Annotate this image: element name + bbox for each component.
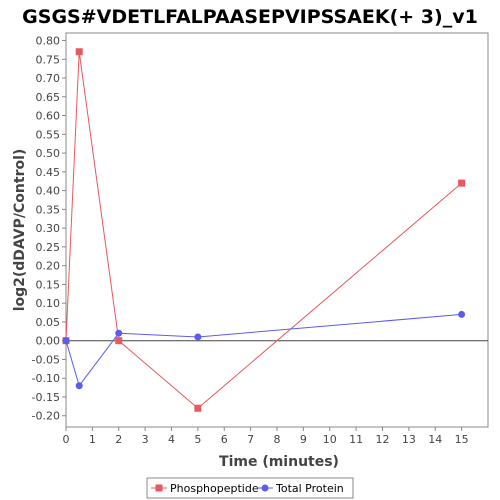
series-layer — [62, 48, 466, 412]
y-tick-label: 0.15 — [36, 278, 61, 291]
legend-items: Phosphopeptide Total Protein — [151, 482, 344, 495]
x-tick-label: 6 — [221, 433, 228, 446]
x-tick-label: 12 — [376, 433, 390, 446]
x-tick-label: 10 — [323, 433, 337, 446]
y-tick-label: 0.35 — [36, 203, 61, 216]
x-tick-label: 13 — [402, 433, 416, 446]
y-tick-label: -0.20 — [32, 410, 60, 423]
y-tick-label: 0.70 — [36, 72, 61, 85]
y-tick-label: 0.50 — [36, 147, 61, 160]
plot-area — [65, 32, 489, 428]
y-tick-label: -0.05 — [32, 353, 60, 366]
y-tick-label: 0.75 — [36, 53, 61, 66]
y-tick-label: 0.45 — [36, 166, 61, 179]
data-point-circle — [62, 337, 70, 345]
y-tick-label: 0.65 — [36, 91, 61, 104]
chart-title: GSGS#VDETLFALPAASEPVIPSSAEK(+ 3)_v1 — [22, 6, 478, 28]
legend-label: Phosphopeptide — [170, 482, 259, 495]
data-point-circle — [458, 310, 466, 318]
x-tick-label: 5 — [194, 433, 201, 446]
y-tick-label: 0.80 — [36, 35, 61, 48]
x-tick-label: 2 — [115, 433, 122, 446]
x-tick-label: 15 — [455, 433, 469, 446]
data-point-square — [115, 337, 123, 345]
data-point-circle — [115, 329, 123, 337]
y-tick-label: 0.20 — [36, 260, 61, 273]
y-tick-label: -0.10 — [32, 372, 60, 385]
x-tick-label: 7 — [247, 433, 254, 446]
x-tick-label: 1 — [89, 433, 96, 446]
y-tick-label: 0.25 — [36, 241, 61, 254]
y-tick-label: -0.15 — [32, 391, 60, 404]
x-axis-label: Time (minutes) — [219, 454, 339, 470]
y-tick-label: 0.10 — [36, 297, 61, 310]
data-point-circle — [75, 382, 83, 390]
x-tick-label: 8 — [274, 433, 281, 446]
x-tick-label: 9 — [300, 433, 307, 446]
y-tick-label: 0.40 — [36, 185, 61, 198]
legend-marker-square — [155, 484, 163, 492]
data-point-circle — [194, 333, 202, 341]
y-axis: -0.20 -0.15 -0.10 -0.05 0.00 0.05 0.10 0.15 0.20… — [32, 35, 66, 423]
y-tick-label: 0.55 — [36, 128, 61, 141]
legend-marker-circle — [261, 484, 269, 492]
x-axis: 0 1 2 3 4 5 6 7 8 9 10 11 12 13 14 15 — [63, 427, 469, 446]
x-tick-label: 3 — [142, 433, 149, 446]
x-tick-label: 4 — [168, 433, 175, 446]
x-tick-label: 0 — [63, 433, 70, 446]
legend — [146, 477, 354, 499]
legend-label: Total Protein — [275, 482, 344, 495]
y-tick-label: 0.00 — [36, 335, 61, 348]
data-point-square — [75, 48, 83, 56]
y-tick-label: 0.60 — [36, 110, 61, 123]
x-tick-label: 11 — [349, 433, 363, 446]
y-tick-label: 0.05 — [36, 316, 61, 329]
x-tick-label: 14 — [428, 433, 442, 446]
y-tick-label: 0.30 — [36, 222, 61, 235]
data-point-square — [458, 179, 466, 187]
y-axis-label: log2(dDAVP/Control) — [12, 149, 28, 312]
data-point-square — [194, 404, 202, 412]
